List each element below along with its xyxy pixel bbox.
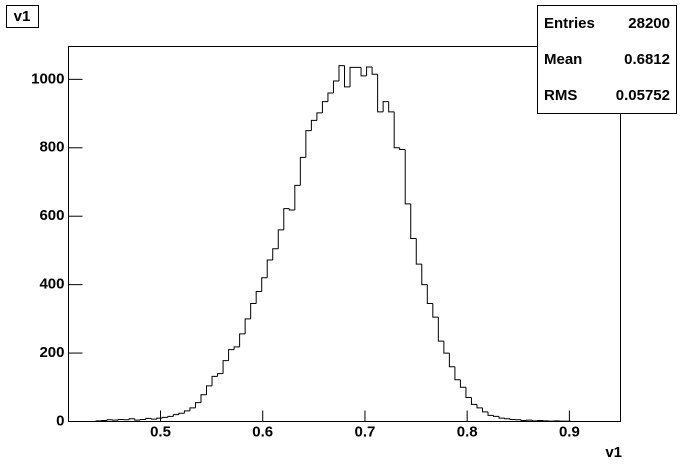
x-tick-label: 0.8	[457, 423, 478, 440]
y-tick-label: 600	[39, 207, 64, 224]
x-tick-label: 0.7	[355, 423, 376, 440]
x-tick-label: 0.9	[559, 423, 580, 440]
stats-value: 0.6812	[624, 51, 670, 68]
x-axis-label: v1	[605, 444, 622, 461]
y-tick-label: 1000	[31, 70, 64, 87]
stats-value: 0.05752	[616, 87, 670, 104]
stats-label: Entries	[544, 15, 595, 32]
stats-value: 28200	[628, 15, 670, 32]
y-tick-label: 800	[39, 139, 64, 156]
y-tick-label: 400	[39, 276, 64, 293]
stats-label: RMS	[544, 87, 577, 104]
y-tick-label: 200	[39, 344, 64, 361]
x-tick-label: 0.6	[252, 423, 273, 440]
y-tick-label: 0	[56, 412, 64, 429]
chart-title: v1	[14, 8, 31, 25]
x-tick-label: 0.5	[150, 423, 171, 440]
stats-label: Mean	[544, 51, 582, 68]
